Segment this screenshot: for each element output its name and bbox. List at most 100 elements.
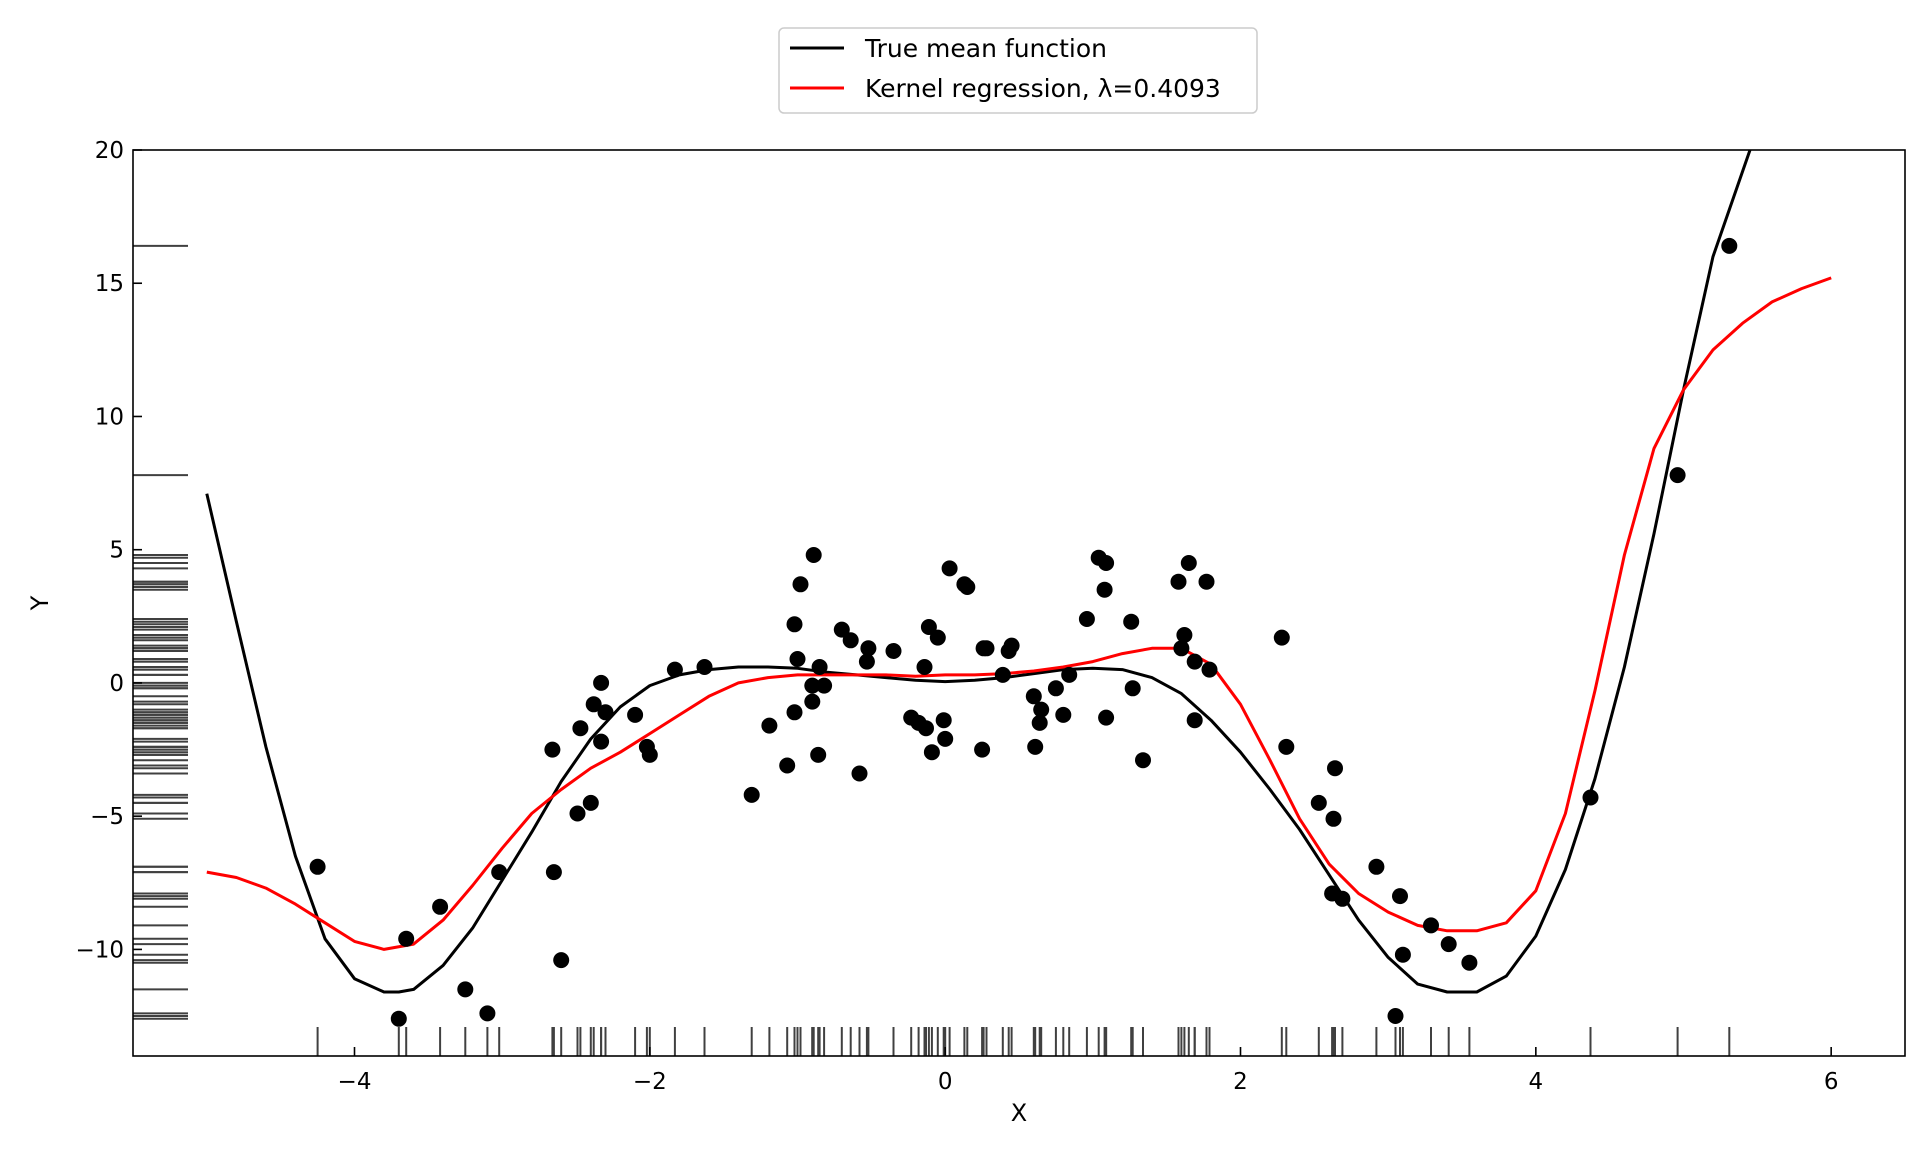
x-tick-label: 6 — [1824, 1069, 1839, 1095]
legend: True mean function Kernel regression, λ=… — [778, 27, 1258, 114]
data-point — [935, 712, 952, 729]
data-point — [1047, 680, 1064, 697]
data-point — [804, 677, 821, 694]
data-point — [1180, 555, 1197, 571]
data-point — [398, 930, 415, 947]
data-point — [804, 693, 821, 710]
data-point — [786, 616, 803, 633]
data-point — [1098, 709, 1115, 726]
data-point — [1003, 637, 1020, 654]
data-point — [811, 659, 828, 675]
data-point — [1124, 680, 1141, 697]
x-axis-title: X — [1011, 1099, 1027, 1127]
data-point — [545, 864, 562, 881]
data-point — [1201, 661, 1218, 678]
data-point — [582, 794, 599, 811]
data-point — [1027, 738, 1044, 755]
data-point — [1394, 946, 1411, 963]
data-point — [858, 653, 875, 670]
data-point — [789, 651, 806, 667]
data-point — [851, 765, 868, 782]
legend-label-kernel-regression: Kernel regression, λ=0.4093 — [865, 74, 1221, 103]
data-point — [1325, 810, 1342, 827]
data-point — [1135, 752, 1151, 769]
data-point — [390, 1010, 407, 1027]
data-point — [1327, 760, 1343, 777]
data-point — [1387, 1008, 1404, 1024]
data-point — [885, 643, 902, 659]
data-point — [978, 640, 995, 657]
data-point — [544, 741, 561, 758]
data-point — [918, 720, 934, 737]
data-point — [1392, 888, 1408, 905]
data-point — [309, 858, 326, 875]
data-point — [937, 730, 954, 747]
data-point — [779, 757, 796, 774]
y-tick-label: 20 — [95, 138, 124, 164]
data-point — [457, 981, 474, 998]
data-point — [1186, 653, 1203, 670]
plot-frame — [132, 149, 1906, 1057]
y-axis-title: Y — [26, 595, 54, 611]
data-point — [743, 786, 760, 803]
rug-layer — [133, 244, 1731, 1056]
data-point — [1669, 467, 1686, 484]
data-point — [842, 632, 859, 649]
line-layer — [205, 150, 1832, 994]
y-tick-label: 10 — [95, 404, 124, 430]
tick-layer: −4 −2 0 2 4 6 −10 −5 0 5 10 15 20 — [75, 138, 1838, 1095]
x-tick-label: −4 — [338, 1069, 372, 1095]
data-point — [593, 733, 610, 750]
data-point — [810, 746, 827, 763]
data-point — [1721, 237, 1738, 254]
data-point — [974, 741, 991, 758]
data-point — [553, 952, 570, 969]
data-point — [1368, 858, 1385, 875]
data-point — [1198, 573, 1215, 590]
data-point — [833, 621, 850, 638]
data-point — [923, 744, 940, 761]
data-point — [1055, 706, 1072, 723]
y-tick-label: 0 — [109, 671, 124, 697]
data-point — [920, 619, 937, 635]
data-point — [572, 720, 589, 737]
data-point — [994, 666, 1011, 683]
data-point — [1461, 954, 1478, 971]
data-point — [1273, 629, 1290, 646]
data-point — [1582, 789, 1599, 806]
point-layer — [309, 237, 1738, 1027]
data-point — [860, 640, 877, 657]
data-point — [641, 746, 658, 763]
data-point — [816, 677, 833, 694]
data-point — [597, 704, 614, 721]
data-point — [959, 579, 976, 595]
y-tick-label: −5 — [90, 804, 124, 830]
y-tick-label: 15 — [95, 271, 124, 297]
data-point — [1096, 581, 1113, 598]
data-point — [1176, 627, 1193, 643]
x-tick-label: 0 — [938, 1069, 953, 1095]
data-point — [1033, 701, 1050, 718]
data-point — [916, 659, 933, 675]
data-point — [1123, 613, 1140, 630]
legend-label-true-mean: True mean function — [864, 34, 1107, 63]
y-tick-label: −10 — [75, 937, 124, 963]
data-point — [792, 576, 809, 593]
data-point — [929, 629, 946, 646]
data-point — [786, 704, 803, 721]
data-point — [1186, 712, 1203, 729]
data-point — [1173, 640, 1190, 657]
data-point — [941, 560, 958, 577]
data-point — [1170, 573, 1187, 590]
data-point — [1098, 555, 1115, 571]
data-point — [696, 659, 713, 675]
x-tick-label: 2 — [1233, 1069, 1248, 1095]
data-point — [627, 706, 644, 723]
data-point — [1440, 936, 1457, 953]
data-point — [666, 661, 683, 678]
data-point — [585, 696, 602, 713]
x-tick-label: 4 — [1529, 1069, 1544, 1095]
data-point — [1061, 666, 1078, 683]
data-point — [1334, 890, 1351, 907]
